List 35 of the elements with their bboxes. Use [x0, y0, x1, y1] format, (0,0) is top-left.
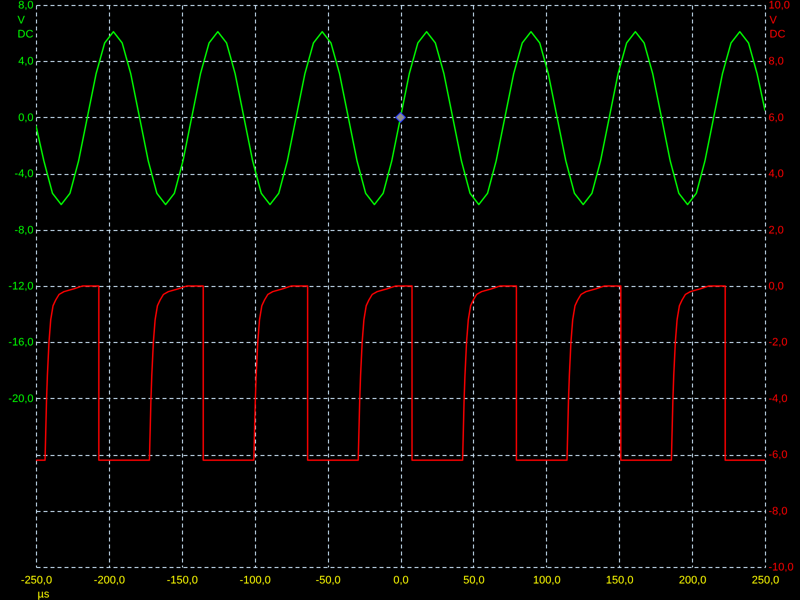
y2-axis-title: V DC [770, 14, 786, 40]
x-tick-label: -100,0 [240, 574, 271, 586]
line-series [36, 30, 765, 206]
y-tick-label: -8,0 [14, 224, 34, 236]
x-tick-label: -250,0 [20, 574, 52, 586]
x-tick-label: 0,0 [393, 574, 409, 586]
y2-tick-label: 0,0 [768, 280, 784, 292]
line-series [36, 285, 765, 461]
x-tick-label: 50,0 [463, 574, 485, 586]
y2-tick-label: 2,0 [768, 224, 784, 236]
y-tick-label: 0,0 [18, 112, 34, 124]
x-tick-label: 100,0 [533, 574, 561, 586]
y2-tick-label: -4,0 [768, 392, 788, 405]
x-tick-label: 150,0 [606, 574, 634, 586]
x-tick-label: 200,0 [678, 574, 706, 586]
x-tick-label: -150,0 [166, 574, 198, 586]
x-tick-label: -50,0 [316, 574, 341, 586]
y2-tick-label: 10,0 [768, 0, 790, 12]
y-tick-label: 4,0 [18, 56, 34, 68]
x-axis-title: µs [38, 588, 50, 600]
y2-tick-label: -8,0 [768, 505, 788, 518]
x-tick-label: -200,0 [94, 574, 125, 586]
y-tick-label: -20,0 [8, 392, 34, 405]
y2-tick-label: 4,0 [768, 168, 784, 180]
y2-tick-label: 8,0 [768, 56, 784, 68]
y2-tick-label: -6,0 [768, 449, 788, 462]
y-tick-label: -4,0 [14, 168, 34, 180]
y-tick-label: 8,0 [18, 0, 34, 12]
y2-tick-label: -10,0 [768, 562, 794, 574]
y-tick-label: -12,0 [8, 280, 34, 292]
x-tick-label: 250,0 [752, 574, 780, 586]
y-axis-title: V DC [18, 14, 34, 40]
y2-tick-label: -2,0 [768, 336, 788, 349]
y2-tick-label: 6,0 [768, 112, 784, 124]
y-tick-label: -16,0 [8, 336, 34, 349]
